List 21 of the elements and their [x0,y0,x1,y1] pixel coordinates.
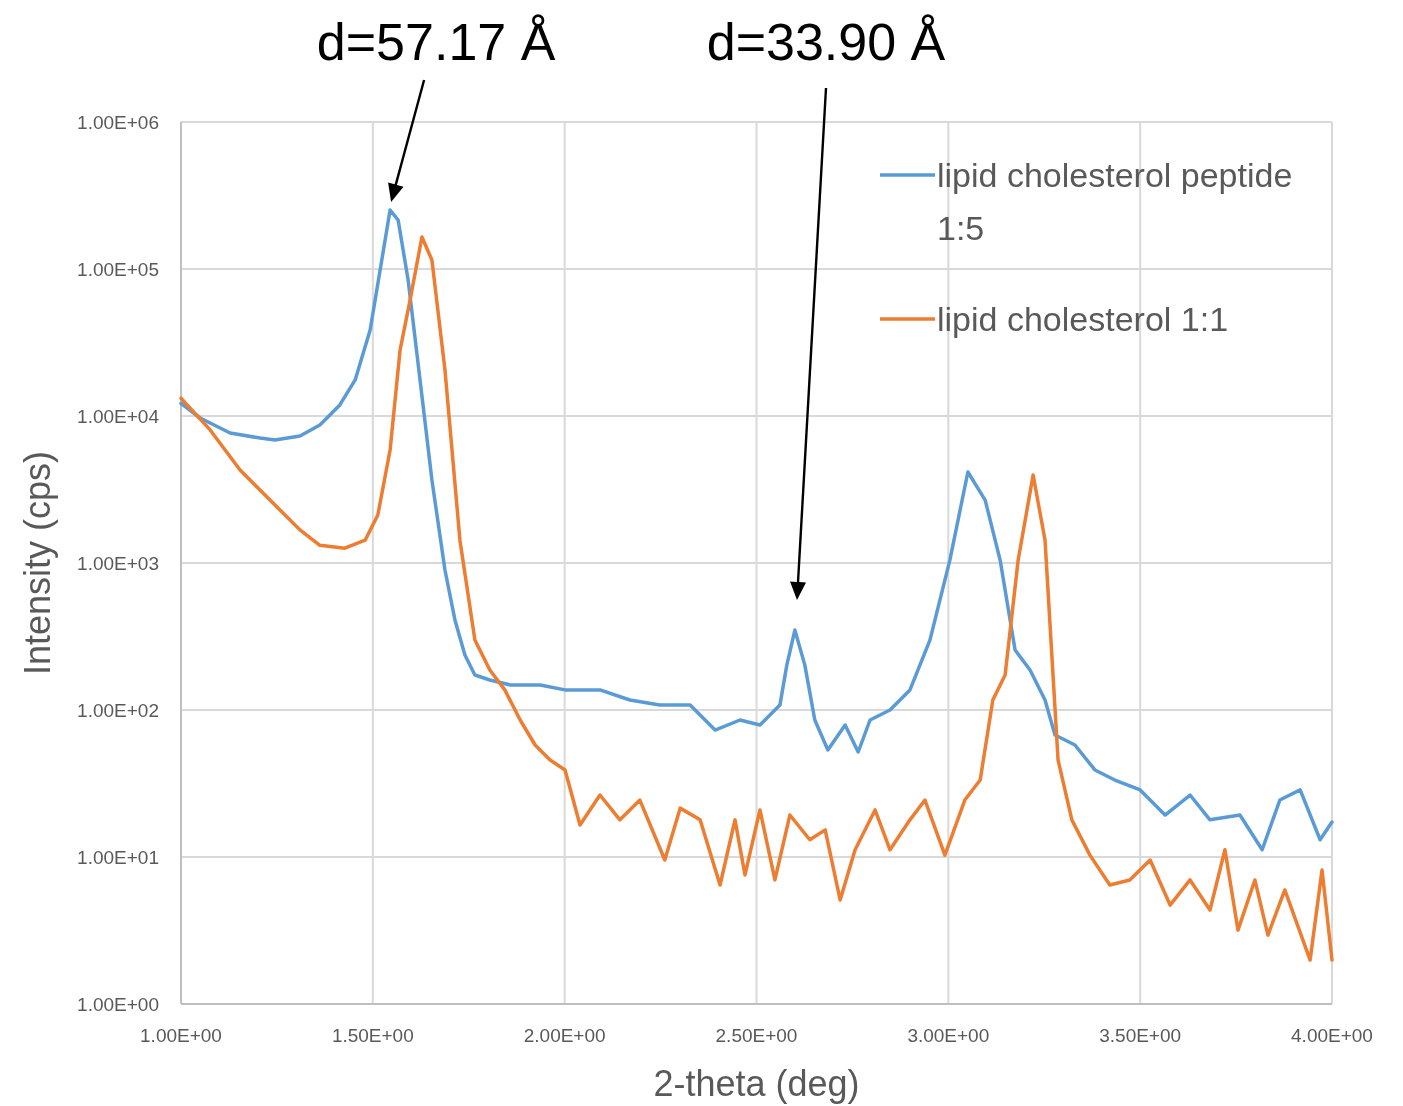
y-tick-label: 1.00E+05 [77,258,159,280]
line-series [179,208,1334,852]
y-tick-label: 1.00E+00 [77,993,159,1015]
legend-label: lipid cholesterol 1:1 [937,299,1229,338]
y-tick-label: 1.00E+02 [77,699,159,721]
x-tick-label: 1.50E+00 [331,1025,414,1046]
x-tick-label: 2.00E+00 [523,1025,606,1046]
text: d=33.90 Å [706,13,946,71]
y-tick-label: 1.00E+04 [77,405,160,427]
x-axis-title: 2-theta (deg) [653,1063,860,1104]
x-tick-label: 3.00E+00 [907,1025,990,1046]
annotation: d=57.17 Å [316,13,556,71]
y-tick-label: 1.00E+06 [77,111,159,133]
x-tick-label: 2.50E+00 [715,1025,798,1046]
y-tick-label: 1.00E+03 [77,552,159,574]
x-tick-label: 3.50E+00 [1099,1025,1182,1046]
y-tick-label: 1.00E+01 [77,846,159,868]
legend-label: lipid cholesterol peptide 1:5 [937,155,1293,247]
x-tick-label: 1.00E+00 [140,1025,222,1046]
x-tick-label: 4.00E+00 [1291,1025,1373,1046]
y-axis-title: Intensity (cps) [17,450,58,676]
